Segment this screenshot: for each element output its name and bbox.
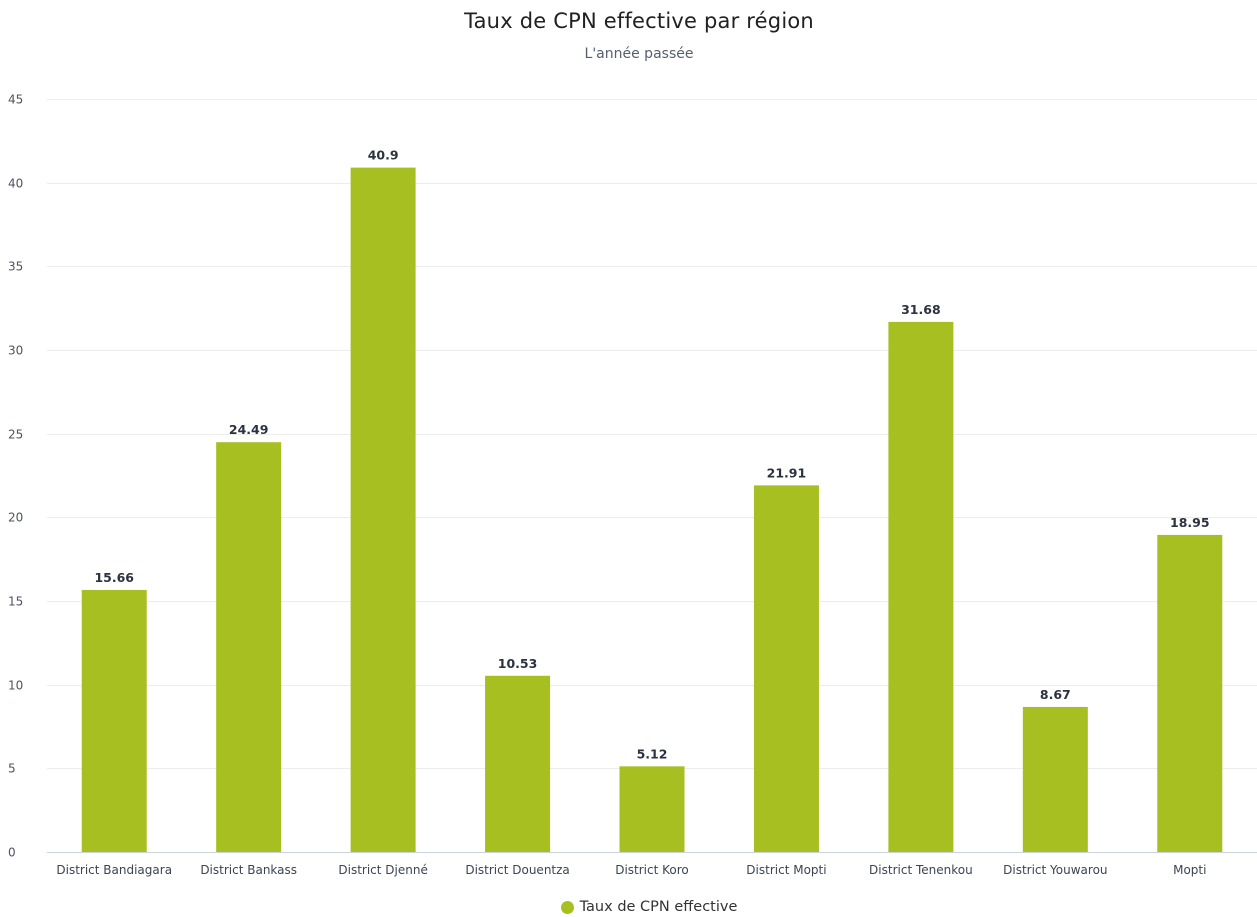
bar[interactable]: [216, 442, 282, 852]
bar[interactable]: [81, 589, 147, 852]
x-tick-label: District Bankass: [200, 863, 297, 877]
data-label: 10.53: [498, 656, 538, 671]
y-tick-label: 30: [8, 344, 23, 358]
legend-marker-icon: [560, 900, 574, 914]
x-tick-label: District Mopti: [746, 863, 826, 877]
x-tick-label: District Djenné: [338, 863, 427, 877]
x-tick-label: District Douentza: [465, 863, 569, 877]
data-label: 18.95: [1170, 515, 1210, 530]
bar[interactable]: [350, 167, 416, 852]
data-label: 40.9: [368, 148, 399, 163]
bars: [81, 167, 1223, 852]
x-tick-label: District Koro: [615, 863, 689, 877]
y-tick-label: 10: [8, 679, 23, 693]
y-tick-label: 40: [8, 177, 23, 191]
bar[interactable]: [753, 485, 819, 852]
y-tick-label: 0: [8, 846, 16, 860]
data-label: 15.66: [94, 570, 134, 585]
y-tick-label: 5: [8, 762, 16, 776]
y-tick-label: 35: [8, 260, 23, 274]
chart-title: Taux de CPN effective par région: [464, 9, 814, 33]
data-label: 8.67: [1040, 687, 1071, 702]
legend-label: Taux de CPN effective: [579, 899, 738, 915]
legend[interactable]: Taux de CPN effective: [0, 899, 1257, 915]
data-label: 21.91: [767, 465, 807, 480]
y-tick-label: 45: [8, 93, 23, 107]
y-axis-ticks: 0 5 10 15 20 25 30 35 40 45: [8, 93, 23, 860]
x-tick-label: District Youwarou: [1003, 863, 1107, 877]
x-tick-label: District Bandiagara: [56, 863, 172, 877]
chart-subtitle: L'année passée: [584, 46, 694, 62]
data-label: 5.12: [637, 746, 668, 761]
bar[interactable]: [1022, 706, 1088, 852]
x-axis-ticks: District Bandiagara District Bankass Distr…: [56, 863, 1206, 877]
y-tick-label: 20: [8, 511, 23, 525]
bar[interactable]: [485, 675, 551, 852]
bar[interactable]: [619, 766, 685, 852]
data-labels: 15.66 24.49 40.9 10.53 5.12 21.91 31.68 8.67 18.…: [94, 148, 1209, 762]
y-tick-label: 25: [8, 428, 23, 442]
x-tick-label: Mopti: [1173, 863, 1206, 877]
bar[interactable]: [1157, 534, 1223, 852]
y-tick-label: 15: [8, 595, 23, 609]
data-label: 31.68: [901, 302, 941, 317]
bar[interactable]: [888, 321, 954, 852]
x-tick-label: District Tenenkou: [869, 863, 973, 877]
data-label: 24.49: [229, 422, 269, 437]
